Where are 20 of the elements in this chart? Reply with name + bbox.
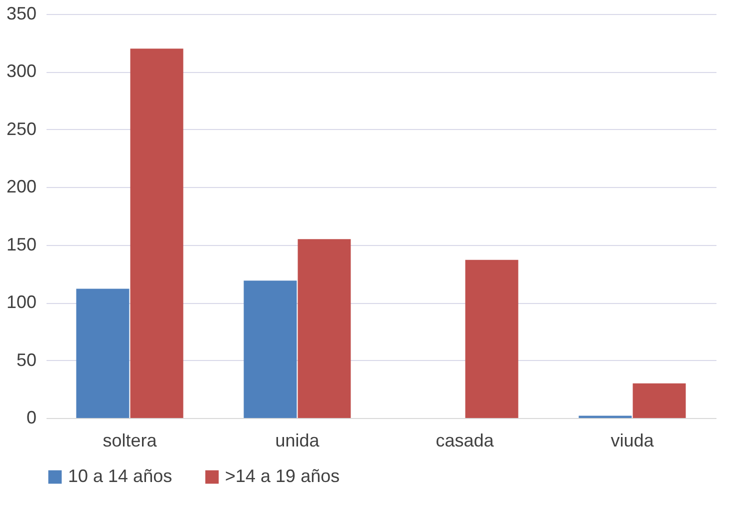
legend-label: >14 a 19 años: [225, 466, 340, 486]
x-tick-label: casada: [436, 430, 495, 450]
y-tick-label: 100: [6, 292, 36, 312]
y-tick-label: 250: [6, 118, 36, 139]
y-tick-label: 350: [6, 4, 36, 24]
x-tick-label: soltera: [102, 430, 158, 450]
y-tick-label: 150: [6, 234, 36, 254]
bar: [76, 288, 130, 418]
y-tick-label: 0: [26, 408, 36, 428]
y-tick-label: 200: [6, 176, 36, 197]
legend-label: 10 a 14 años: [68, 466, 172, 486]
bar: [298, 239, 351, 418]
x-tick-label: unida: [275, 430, 320, 450]
bar: [130, 48, 184, 418]
x-tick-label: viuda: [610, 430, 655, 450]
bar: [244, 280, 297, 418]
y-tick-label: 300: [6, 61, 36, 82]
bar: [632, 383, 686, 418]
bar: [465, 260, 518, 418]
y-tick-label: 50: [16, 350, 36, 370]
